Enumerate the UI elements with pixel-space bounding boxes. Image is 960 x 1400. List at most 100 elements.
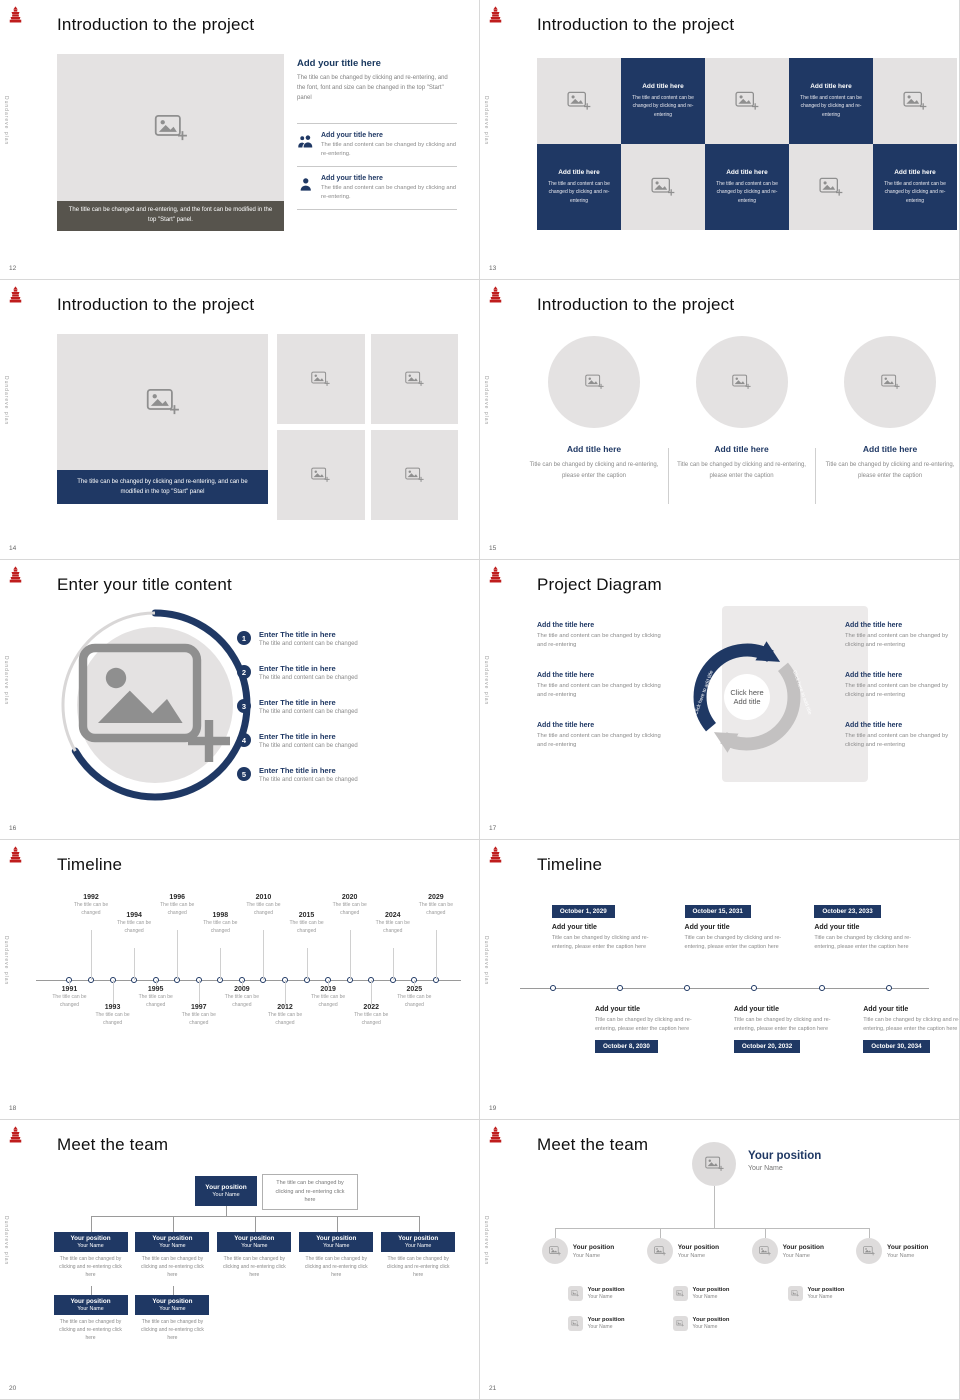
date-badge[interactable]: October 1, 2029 xyxy=(551,905,615,918)
grid-cell[interactable]: Add title here The title and content can… xyxy=(621,58,705,144)
timeline-group[interactable]: October 23, 2033 Add your title Title ca… xyxy=(814,900,920,952)
timeline-group[interactable]: October 15, 2031 Add your title Title ca… xyxy=(684,900,791,952)
team-member[interactable]: Your position Your Name The title can be… xyxy=(381,1232,456,1279)
team-member[interactable]: Your position Your Name The title can be… xyxy=(135,1295,210,1342)
numbered-item[interactable]: 5 Enter The title in here The title and … xyxy=(237,766,427,783)
timeline-group[interactable]: Add your title Title can be changed by c… xyxy=(863,1006,959,1053)
grid-cell[interactable]: Add title here The title and content can… xyxy=(621,144,705,230)
slide-19[interactable]: Dundareve plan Timeline October 1, 2029 … xyxy=(480,840,960,1120)
timeline-entry[interactable]: 1997 The title can be changed xyxy=(177,980,221,1027)
cycle-arrows-diagram[interactable]: Click here Add title Click here to add t… xyxy=(681,631,813,763)
team-member[interactable]: Your position Your Name The title can be… xyxy=(53,1295,128,1342)
timeline-entry[interactable]: 1995 The title can be changed xyxy=(134,980,178,1009)
grid-cell[interactable]: Add title here The title and content can… xyxy=(537,144,621,230)
timeline-dot[interactable] xyxy=(886,985,893,991)
team-member[interactable]: Your position Your Name xyxy=(672,1286,729,1301)
image-placeholder[interactable] xyxy=(695,336,788,428)
timeline-entry[interactable]: 2012 The title can be changed xyxy=(263,980,307,1027)
timeline-entry[interactable]: 2024 The title can be changed xyxy=(371,912,415,980)
org-root-box[interactable]: Your position Your Name xyxy=(195,1176,257,1206)
image-placeholder[interactable] xyxy=(277,430,365,520)
timeline-entry[interactable]: 2009 The title can be changed xyxy=(220,980,264,1009)
slide-17[interactable]: Dundareve plan Project Diagram Click her… xyxy=(480,560,960,840)
feature-column[interactable]: Add title here Title can be changed by c… xyxy=(824,336,956,481)
team-member[interactable]: Your position Your Name xyxy=(672,1316,729,1331)
slide-13[interactable]: Dundareve plan Introduction to the proje… xyxy=(480,0,960,280)
grid-cell[interactable]: Add title here The title and content can… xyxy=(705,58,789,144)
diagram-item[interactable]: Add the title here The title and content… xyxy=(845,622,957,651)
timeline-group[interactable]: Add your title Title can be changed by c… xyxy=(733,1006,840,1053)
team-member[interactable]: Your position Your Name The title can be… xyxy=(217,1232,292,1279)
diagram-item[interactable]: Add the title here The title and content… xyxy=(537,672,662,701)
timeline-entry[interactable]: 2025 The title can be changed xyxy=(392,980,436,1009)
image-placeholder[interactable] xyxy=(548,336,640,428)
timeline-entry[interactable]: 2015 The title can be changed xyxy=(285,912,329,980)
image-placeholder[interactable] xyxy=(77,627,233,783)
list-item[interactable]: Add your title here The title and conten… xyxy=(297,124,457,167)
photo-caption-bar[interactable]: The title can be changed by clicking and… xyxy=(57,470,268,504)
date-badge[interactable]: October 8, 2030 xyxy=(594,1039,658,1053)
member-box[interactable]: Your position Your Name xyxy=(53,1295,128,1315)
feature-column[interactable]: Add title here Title can be changed by c… xyxy=(676,336,808,481)
timeline-entry[interactable]: 1992 The title can be changed xyxy=(69,894,113,980)
numbered-item[interactable]: 2 Enter The title in here The title and … xyxy=(237,664,427,681)
timeline-group[interactable]: Add your title Title can be changed by c… xyxy=(594,1006,701,1053)
team-member[interactable]: Your position Your Name The title can be… xyxy=(135,1232,210,1279)
slide-12[interactable]: Dundareve plan Introduction to the proje… xyxy=(0,0,480,280)
member-box[interactable]: Your position Your Name xyxy=(135,1232,210,1252)
timeline-entry[interactable]: 2022 The title can be changed xyxy=(349,980,393,1027)
timeline-entry[interactable]: 1994 The title can be changed xyxy=(112,912,156,980)
timeline-dot[interactable] xyxy=(549,985,556,991)
grid-cell[interactable]: Add title here The title and content can… xyxy=(873,144,957,230)
date-badge[interactable]: October 30, 2034 xyxy=(863,1039,930,1053)
timeline-dot[interactable] xyxy=(616,985,623,991)
image-placeholder[interactable] xyxy=(844,336,937,428)
list-item[interactable]: Add your title here The title and conten… xyxy=(297,167,457,210)
diagram-item[interactable]: Add the title here The title and content… xyxy=(845,722,957,751)
timeline-entry[interactable]: 2020 The title can be changed xyxy=(328,894,372,980)
member-box[interactable]: Your position Your Name xyxy=(53,1232,128,1252)
numbered-item[interactable]: 4 Enter The title in here The title and … xyxy=(237,732,427,749)
timeline-entry[interactable]: 1991 The title can be changed xyxy=(47,980,91,1009)
image-placeholder[interactable] xyxy=(57,54,284,201)
team-member[interactable]: Your position Your Name The title can be… xyxy=(53,1232,128,1279)
diagram-item[interactable]: Add the title here The title and content… xyxy=(537,722,662,751)
timeline-entry[interactable]: 2029 The title can be changed xyxy=(414,894,458,980)
team-member[interactable]: Your position Your Name xyxy=(787,1286,844,1301)
feature-column[interactable]: Add title here Title can be changed by c… xyxy=(528,336,660,481)
team-member[interactable]: Your position Your Name xyxy=(646,1238,719,1264)
image-placeholder[interactable] xyxy=(57,334,268,470)
team-member[interactable]: Your position Your Name xyxy=(541,1238,614,1264)
slide-15[interactable]: Dundareve plan Introduction to the proje… xyxy=(480,280,960,560)
timeline-group[interactable]: October 1, 2029 Add your title Title can… xyxy=(551,900,658,952)
image-placeholder[interactable] xyxy=(370,334,458,424)
slide-16[interactable]: Dundareve plan Enter your title content … xyxy=(0,560,480,840)
team-member[interactable]: Your position Your Name xyxy=(567,1316,625,1331)
slide-21[interactable]: Dundareve plan Meet the team Your positi… xyxy=(480,1120,960,1400)
grid-cell[interactable]: Add title here The title and content can… xyxy=(873,58,957,144)
timeline-entry[interactable]: 1993 The title can be changed xyxy=(91,980,135,1027)
timeline-entry[interactable]: 1996 The title can be changed xyxy=(155,894,199,980)
image-placeholder[interactable] xyxy=(277,334,365,424)
photo-caption-bar[interactable]: The title can be changed and re-entering… xyxy=(57,201,284,231)
timeline-entry[interactable]: 2010 The title can be changed xyxy=(241,894,285,980)
timeline-dot[interactable] xyxy=(751,985,758,991)
grid-cell[interactable]: Add title here The title and content can… xyxy=(789,58,873,144)
date-badge[interactable]: October 23, 2033 xyxy=(814,905,881,918)
team-member[interactable]: Your position Your Name xyxy=(567,1286,625,1301)
timeline-dot[interactable] xyxy=(684,985,691,991)
diagram-item[interactable]: Add the title here The title and content… xyxy=(537,622,662,651)
section-heading[interactable]: Add your title here xyxy=(297,58,381,69)
slide-14[interactable]: Dundareve plan Introduction to the proje… xyxy=(0,280,480,560)
member-box[interactable]: Your position Your Name xyxy=(217,1232,292,1252)
timeline-dot[interactable] xyxy=(819,985,826,991)
timeline-entry[interactable]: 2019 The title can be changed xyxy=(306,980,350,1009)
grid-cell[interactable]: Add title here The title and content can… xyxy=(705,144,789,230)
slide-20[interactable]: Dundareve plan Meet the team Your positi… xyxy=(0,1120,480,1400)
numbered-item[interactable]: 3 Enter The title in here The title and … xyxy=(237,698,427,715)
team-member[interactable]: Your position Your Name xyxy=(856,1238,928,1264)
diagram-item[interactable]: Add the title here The title and content… xyxy=(845,672,957,701)
image-placeholder[interactable] xyxy=(370,430,458,520)
team-member[interactable]: Your position Your Name xyxy=(751,1238,824,1264)
date-badge[interactable]: October 15, 2031 xyxy=(684,905,751,918)
